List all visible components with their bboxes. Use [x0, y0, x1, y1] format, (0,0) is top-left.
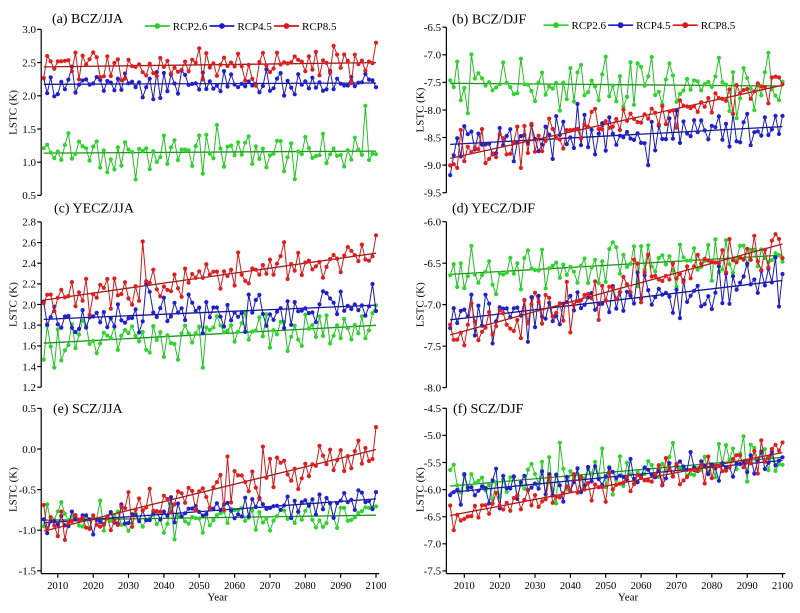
svg-text:-7.0: -7.0: [424, 50, 442, 62]
svg-text:-8.0: -8.0: [424, 105, 442, 117]
svg-text:-1.5: -1.5: [19, 566, 37, 578]
svg-text:2080: 2080: [701, 581, 722, 592]
svg-text:2.2: 2.2: [22, 279, 36, 291]
svg-text:-7.0: -7.0: [424, 539, 442, 551]
svg-text:-7.5: -7.5: [424, 341, 442, 353]
svg-text:LSTC (K): LSTC (K): [415, 282, 427, 327]
svg-text:(e) SCZ/JJA: (e) SCZ/JJA: [53, 402, 124, 417]
svg-text:2070: 2070: [260, 581, 281, 592]
svg-text:Year: Year: [618, 592, 639, 604]
svg-text:RCP4.5: RCP4.5: [237, 21, 272, 33]
svg-text:2080: 2080: [295, 581, 316, 592]
svg-text:-9.5: -9.5: [424, 188, 442, 200]
svg-text:-6.0: -6.0: [424, 484, 442, 496]
svg-text:2070: 2070: [666, 581, 687, 592]
svg-text:RCP8.5: RCP8.5: [701, 20, 736, 32]
svg-text:1.8: 1.8: [22, 320, 36, 332]
svg-text:LSTC (K): LSTC (K): [8, 90, 20, 135]
svg-text:LSTC (K): LSTC (K): [8, 467, 20, 512]
svg-text:-8.5: -8.5: [424, 132, 442, 144]
svg-text:2090: 2090: [330, 581, 351, 592]
svg-text:1.5: 1.5: [22, 124, 36, 136]
svg-text:2040: 2040: [153, 581, 174, 592]
svg-text:-6.5: -6.5: [424, 22, 442, 34]
svg-text:2.5: 2.5: [22, 57, 36, 69]
svg-text:2.6: 2.6: [22, 237, 36, 249]
svg-text:2010: 2010: [454, 581, 475, 592]
svg-text:2.0: 2.0: [22, 299, 36, 311]
svg-text:-4.5: -4.5: [424, 403, 442, 415]
svg-text:LSTC (K): LSTC (K): [8, 282, 20, 327]
svg-text:1.6: 1.6: [22, 341, 36, 353]
svg-text:-7.5: -7.5: [424, 77, 442, 89]
svg-text:-6.5: -6.5: [424, 512, 442, 524]
svg-text:2060: 2060: [631, 581, 652, 592]
svg-text:2060: 2060: [224, 581, 245, 592]
svg-text:-1.0: -1.0: [19, 525, 37, 537]
svg-text:-6.5: -6.5: [424, 258, 442, 270]
svg-text:2030: 2030: [525, 581, 546, 592]
svg-text:-7.5: -7.5: [424, 566, 442, 578]
svg-text:(b) BCZ/DJF: (b) BCZ/DJF: [452, 13, 527, 28]
svg-text:(c) YECZ/JJA: (c) YECZ/JJA: [54, 202, 135, 217]
svg-text:-9.0: -9.0: [424, 160, 442, 172]
svg-text:2040: 2040: [560, 581, 581, 592]
svg-text:2.4: 2.4: [22, 258, 36, 270]
svg-text:RCP2.6: RCP2.6: [572, 20, 607, 32]
svg-text:2.0: 2.0: [22, 91, 36, 103]
svg-text:2050: 2050: [189, 581, 210, 592]
svg-text:2010: 2010: [47, 581, 68, 592]
svg-text:0.0: 0.0: [22, 444, 36, 456]
svg-text:0.5: 0.5: [22, 190, 36, 202]
svg-text:(f) SCZ/DJF: (f) SCZ/DJF: [453, 402, 524, 417]
svg-text:(a) BCZ/JJA: (a) BCZ/JJA: [52, 12, 124, 27]
svg-text:RCP4.5: RCP4.5: [636, 20, 671, 32]
svg-text:2050: 2050: [595, 581, 616, 592]
svg-text:Year: Year: [207, 592, 228, 604]
svg-text:2020: 2020: [83, 581, 104, 592]
svg-text:-5.5: -5.5: [424, 457, 442, 469]
svg-text:1.0: 1.0: [22, 157, 36, 169]
svg-text:2030: 2030: [118, 581, 139, 592]
svg-text:2.8: 2.8: [22, 217, 36, 229]
svg-text:LSTC (K): LSTC (K): [415, 87, 427, 132]
svg-text:1.4: 1.4: [22, 361, 36, 373]
svg-text:(d) YECZ/DJF: (d) YECZ/DJF: [452, 202, 535, 217]
svg-text:2020: 2020: [489, 581, 510, 592]
svg-text:-7.0: -7.0: [424, 299, 442, 311]
svg-text:0.5: 0.5: [22, 403, 36, 415]
svg-text:3.0: 3.0: [22, 24, 36, 36]
svg-text:-6.0: -6.0: [424, 217, 442, 229]
svg-text:-0.5: -0.5: [19, 484, 37, 496]
svg-text:RCP8.5: RCP8.5: [302, 21, 337, 33]
svg-text:2100: 2100: [772, 581, 793, 592]
svg-text:-8.0: -8.0: [424, 382, 442, 394]
svg-text:1.2: 1.2: [22, 382, 36, 394]
svg-text:2090: 2090: [737, 581, 758, 592]
svg-text:-5.0: -5.0: [424, 430, 442, 442]
svg-text:LSTC (K): LSTC (K): [415, 467, 427, 512]
svg-text:2100: 2100: [366, 581, 387, 592]
svg-text:RCP2.6: RCP2.6: [173, 21, 208, 33]
